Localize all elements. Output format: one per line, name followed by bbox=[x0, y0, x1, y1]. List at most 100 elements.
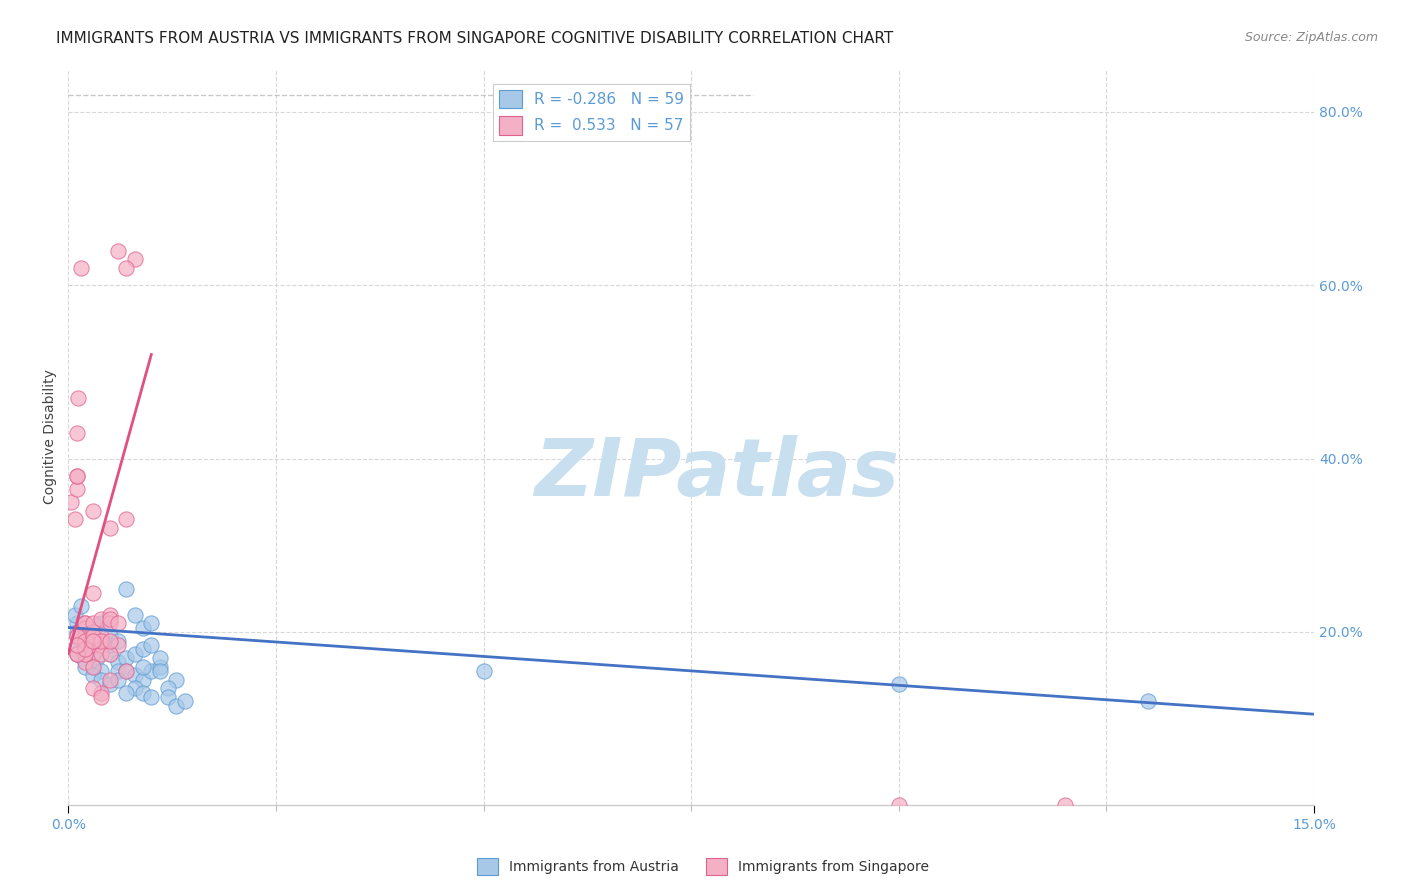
Point bbox=[82, 624, 104, 639]
Point bbox=[115, 664, 138, 678]
Point bbox=[98, 521, 121, 535]
Point bbox=[90, 647, 112, 661]
Point bbox=[73, 633, 96, 648]
Point bbox=[65, 616, 87, 631]
Point bbox=[98, 633, 121, 648]
Point bbox=[82, 659, 104, 673]
Point bbox=[165, 698, 187, 713]
Point bbox=[69, 642, 91, 657]
Point bbox=[73, 642, 96, 657]
Point bbox=[132, 673, 155, 687]
Point bbox=[65, 629, 87, 643]
Point bbox=[115, 685, 138, 699]
Point bbox=[124, 252, 146, 267]
Point bbox=[65, 647, 87, 661]
Point bbox=[90, 685, 112, 699]
Point bbox=[98, 647, 121, 661]
Point bbox=[90, 638, 112, 652]
Point bbox=[115, 260, 138, 275]
Point bbox=[65, 468, 87, 483]
Legend: R = -0.286   N = 59, R =  0.533   N = 57: R = -0.286 N = 59, R = 0.533 N = 57 bbox=[494, 84, 690, 141]
Point bbox=[73, 621, 96, 635]
Point bbox=[82, 616, 104, 631]
Point bbox=[65, 425, 87, 440]
Point bbox=[98, 616, 121, 631]
Y-axis label: Cognitive Disability: Cognitive Disability bbox=[44, 369, 58, 504]
Point bbox=[156, 681, 179, 696]
Point bbox=[887, 677, 910, 691]
Point bbox=[82, 629, 104, 643]
Point bbox=[98, 607, 121, 622]
Point bbox=[90, 690, 112, 704]
Point bbox=[98, 673, 121, 687]
Point bbox=[63, 512, 86, 526]
Legend: Immigrants from Austria, Immigrants from Singapore: Immigrants from Austria, Immigrants from… bbox=[471, 853, 935, 880]
Point bbox=[90, 664, 112, 678]
Point bbox=[65, 638, 87, 652]
Point bbox=[1053, 798, 1076, 813]
Point bbox=[73, 647, 96, 661]
Point bbox=[73, 633, 96, 648]
Point bbox=[124, 681, 146, 696]
Point bbox=[887, 798, 910, 813]
Point bbox=[82, 647, 104, 661]
Point bbox=[90, 633, 112, 648]
Point bbox=[98, 612, 121, 626]
Point bbox=[82, 668, 104, 682]
Point bbox=[82, 659, 104, 673]
Point bbox=[115, 664, 138, 678]
Point bbox=[141, 690, 163, 704]
Point bbox=[124, 647, 146, 661]
Point bbox=[86, 651, 108, 665]
Point bbox=[82, 638, 104, 652]
Point bbox=[82, 503, 104, 517]
Point bbox=[65, 638, 87, 652]
Point bbox=[141, 638, 163, 652]
Point bbox=[63, 607, 86, 622]
Point bbox=[65, 647, 87, 661]
Point bbox=[107, 633, 129, 648]
Point bbox=[107, 664, 129, 678]
Text: Source: ZipAtlas.com: Source: ZipAtlas.com bbox=[1244, 31, 1378, 45]
Point bbox=[65, 629, 87, 643]
Point bbox=[82, 681, 104, 696]
Point bbox=[65, 468, 87, 483]
Point bbox=[90, 612, 112, 626]
Point bbox=[149, 651, 172, 665]
Point bbox=[141, 616, 163, 631]
Point bbox=[115, 651, 138, 665]
Point bbox=[82, 586, 104, 600]
Point bbox=[90, 616, 112, 631]
Point bbox=[73, 616, 96, 631]
Point bbox=[141, 664, 163, 678]
Point bbox=[67, 391, 90, 405]
Point bbox=[149, 664, 172, 678]
Point bbox=[82, 629, 104, 643]
Point bbox=[73, 647, 96, 661]
Point bbox=[107, 638, 129, 652]
Point bbox=[1137, 694, 1160, 708]
Point bbox=[98, 638, 121, 652]
Point bbox=[173, 694, 195, 708]
Point bbox=[73, 647, 96, 661]
Point bbox=[65, 482, 87, 496]
Point bbox=[73, 621, 96, 635]
Point bbox=[107, 673, 129, 687]
Point bbox=[165, 673, 187, 687]
Point bbox=[124, 668, 146, 682]
Point bbox=[115, 512, 138, 526]
Point bbox=[132, 685, 155, 699]
Point bbox=[98, 629, 121, 643]
Point bbox=[73, 629, 96, 643]
Point bbox=[82, 633, 104, 648]
Point bbox=[115, 582, 138, 596]
Point bbox=[149, 659, 172, 673]
Text: ZIPatlas: ZIPatlas bbox=[534, 434, 898, 513]
Point bbox=[59, 495, 82, 509]
Point bbox=[107, 655, 129, 669]
Point bbox=[124, 607, 146, 622]
Point bbox=[82, 647, 104, 661]
Point bbox=[132, 621, 155, 635]
Point bbox=[98, 677, 121, 691]
Point bbox=[90, 673, 112, 687]
